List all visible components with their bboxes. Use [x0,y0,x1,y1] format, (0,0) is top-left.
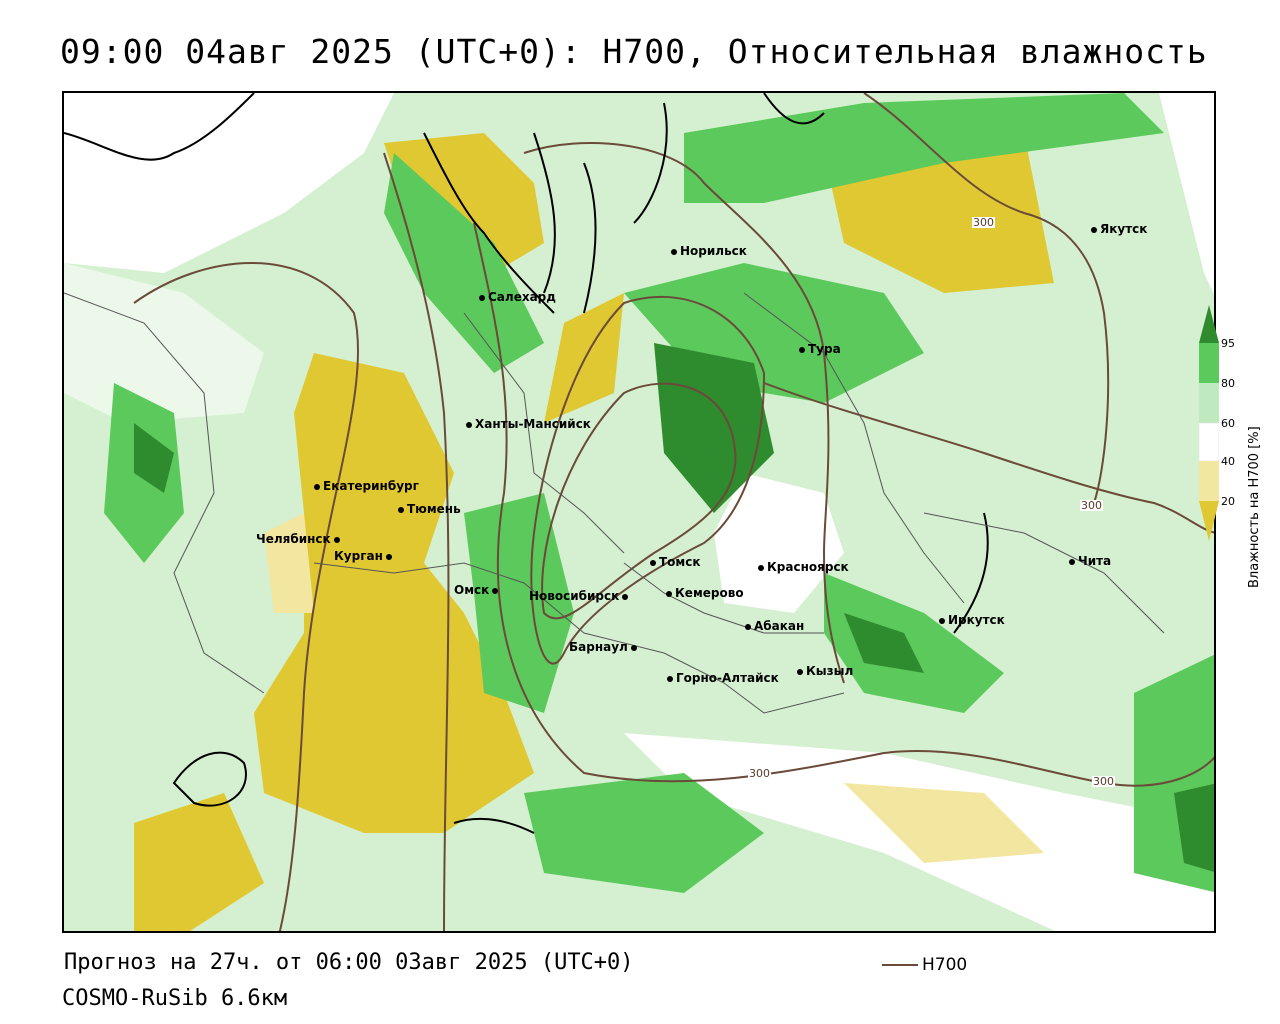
city-marker: Ханты-Мансийск [466,418,591,430]
city-dot [385,553,392,560]
city-dot [622,593,629,600]
city-marker: Тюмень [398,503,461,515]
legend-tick: 60 [1221,417,1235,430]
city-marker: Иркутск [939,614,1005,626]
city-dot [479,294,485,301]
city-marker: Салехард [479,291,556,303]
h700-line-legend: H700 [882,955,967,975]
contour-label: 300 [1080,499,1103,512]
city-marker: Чита [1069,555,1111,567]
city-dot [650,559,656,566]
contour-label: 300 [748,767,771,780]
humidity-legend: 95 80 60 40 20 [1199,305,1235,545]
city-dot [939,617,945,624]
city-dot [630,644,637,651]
city-marker: Кызыл [797,665,853,677]
city-marker: Новосибирск [529,590,631,602]
city-dot [797,668,803,675]
city-marker: Тура [799,343,841,355]
model-name: COSMO-RuSib 6.6км [62,986,288,1011]
city-marker: Томск [650,556,701,568]
city-marker: Якутск [1091,223,1147,235]
contour-label: 300 [972,216,995,229]
city-dot [492,587,499,594]
city-marker: Кемерово [666,587,744,599]
city-dot [758,564,764,571]
legend-tick: 80 [1221,377,1235,390]
legend-tick: 20 [1221,495,1235,508]
city-marker: Челябинск [256,533,343,545]
city-dot [671,248,677,255]
city-dot [466,421,472,428]
legend-tick: 95 [1221,337,1235,350]
h700-line-swatch [882,964,918,966]
city-dot [666,590,672,597]
city-marker: Красноярск [758,561,849,573]
city-dot [1091,226,1097,233]
city-marker: Омск [454,584,501,596]
city-marker: Екатеринбург [314,480,419,492]
city-marker: Норильск [671,245,747,257]
city-dot [799,346,805,353]
city-marker: Барнаул [569,641,640,653]
legend-tick: 40 [1221,455,1235,468]
legend-colorbar [1199,305,1219,541]
city-dot [1069,558,1075,565]
legend-title: Влажность на H700 [%] [1247,426,1262,588]
contour-label: 300 [1092,775,1115,788]
city-marker: Абакан [745,620,804,632]
city-dot [398,506,404,513]
humidity-field [64,93,1214,931]
city-dot [314,483,320,490]
city-marker: Горно-Алтайск [667,672,779,684]
city-dot [667,675,673,682]
map-area: 300 300 300 300 Якутск Норильск Салехард… [62,91,1216,933]
city-dot [333,536,340,543]
forecast-info: Прогноз на 27ч. от 06:00 03авг 2025 (UTC… [64,950,634,975]
map-title: 09:00 04авг 2025 (UTC+0): H700, Относите… [60,32,1208,71]
city-marker: Курган [334,550,395,562]
city-dot [745,623,751,630]
